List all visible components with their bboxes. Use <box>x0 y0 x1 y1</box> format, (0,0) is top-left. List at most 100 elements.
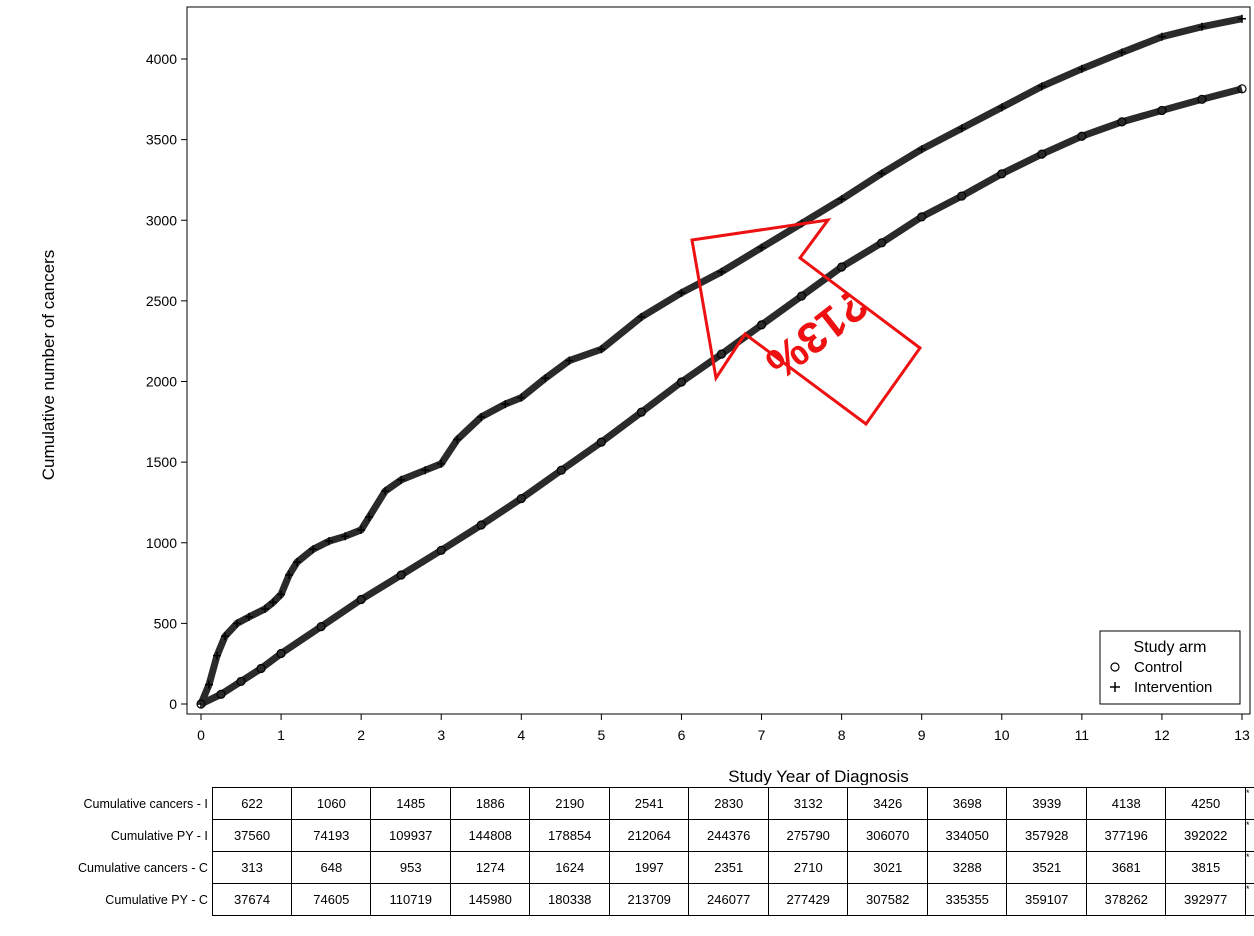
table-cell: 2190 <box>529 787 610 820</box>
table-cell: 4138 <box>1085 787 1167 820</box>
data-point <box>216 689 226 699</box>
data-point <box>877 238 887 248</box>
data-point <box>516 493 526 504</box>
y-tick-label: 4000 <box>146 51 177 67</box>
table-cell: 3681 <box>1085 851 1167 884</box>
data-point <box>436 545 446 555</box>
data-point <box>636 407 647 417</box>
table-cell: 277429 <box>767 883 849 916</box>
data-point <box>597 345 606 354</box>
table-cell: 1060 <box>291 787 372 820</box>
y-tick-label: 1000 <box>146 535 177 551</box>
cumulative-cancers-chart: 0 1 2 3 4 5 6 7 8 9 10 11 12 130500100015002000250030… <box>39 6 1251 785</box>
row-label: Cumulative cancers - I <box>83 796 208 811</box>
table-cell: 1886 <box>449 787 531 820</box>
table-cell: 3288 <box>926 851 1008 884</box>
data-point <box>397 475 406 484</box>
x-tick-label: 0 <box>197 727 205 743</box>
table-cell: 109937 <box>370 819 451 852</box>
counts-table: Cumulative cancers - I 622 1060 1485 1886 219… <box>0 787 1254 916</box>
data-point <box>501 400 510 409</box>
data-point <box>757 243 766 252</box>
data-point <box>276 648 286 659</box>
table-cell: 2351 <box>688 851 769 884</box>
decrease-arrow <box>690 217 923 427</box>
data-point <box>476 520 486 530</box>
data-point <box>245 612 254 621</box>
table-cell: 334050 <box>926 819 1008 852</box>
x-tick-label: 2 <box>357 727 365 743</box>
x-tick-label: 3 <box>437 727 445 743</box>
data-point <box>716 349 727 359</box>
table-cell: 144808 <box>449 819 531 852</box>
y-tick-label: 3500 <box>146 132 177 148</box>
table-cell: 110719 <box>370 883 451 916</box>
table-cell: 357928 <box>1006 819 1087 852</box>
table-cell: 1485 <box>370 787 451 820</box>
data-point <box>1238 14 1246 23</box>
x-tick-label: 6 <box>678 727 686 743</box>
x-tick-label: 11 <box>1075 727 1090 743</box>
x-tick-label: 9 <box>918 727 926 743</box>
x-tick-label: 8 <box>838 727 846 743</box>
table-cell: 178854 <box>529 819 610 852</box>
data-point <box>1197 94 1207 104</box>
table-cell: 213709 <box>608 883 690 916</box>
table-cell: 313 <box>211 851 293 884</box>
data-point <box>233 619 242 628</box>
chart-annotation: ?13% <box>690 217 923 427</box>
data-point <box>437 459 446 468</box>
y-tick-label: 500 <box>154 615 178 631</box>
data-point <box>356 594 366 605</box>
data-point <box>957 191 967 201</box>
table-star-cell: * <box>1245 851 1254 884</box>
data-point <box>221 632 230 641</box>
data-point <box>285 571 294 579</box>
data-point <box>1197 22 1206 31</box>
table-cell: 212064 <box>608 819 690 852</box>
data-point <box>676 377 687 387</box>
row-label: Cumulative PY - I <box>110 828 208 843</box>
table-cell: 275790 <box>767 819 849 852</box>
table-cell: 37674 <box>211 883 293 916</box>
table-cell: 648 <box>291 851 372 884</box>
table-cell: 307582 <box>847 883 928 916</box>
data-point <box>1117 48 1126 57</box>
data-point <box>1157 105 1167 116</box>
table-cell: 1997 <box>608 851 690 884</box>
legend-box <box>1099 630 1241 705</box>
y-tick-label: 2500 <box>146 293 177 309</box>
data-point <box>365 512 374 521</box>
x-tick-label: 1 <box>277 727 285 743</box>
row-label: Cumulative cancers - C <box>77 860 208 875</box>
table-cell: 74193 <box>291 819 372 852</box>
data-point <box>316 621 326 632</box>
data-point <box>717 267 726 276</box>
table-cell: 359107 <box>1006 883 1087 916</box>
data-point <box>236 676 246 687</box>
chart-axes: 0 1 2 3 4 5 6 7 8 9 10 11 12 130500100015002000250030… <box>39 6 1251 785</box>
table-cell: 3698 <box>926 787 1008 820</box>
x-axis-title: Study Year of Diagnosis <box>728 767 909 785</box>
data-point <box>837 195 846 204</box>
legend-title: Study arm <box>1134 639 1207 656</box>
plus-marker-icon <box>1110 682 1120 692</box>
table-cell: 3426 <box>847 787 928 820</box>
data-point <box>205 680 214 689</box>
data-point <box>477 412 486 421</box>
data-point <box>293 558 302 567</box>
table-cell: 392977 <box>1165 883 1246 916</box>
row-label: Cumulative PY - C <box>105 892 208 907</box>
data-point <box>637 313 646 321</box>
data-point <box>837 262 847 272</box>
data-point <box>796 291 807 301</box>
table-cell: 246077 <box>688 883 769 916</box>
chart-series <box>196 14 1247 709</box>
data-point <box>325 537 334 546</box>
data-point <box>269 598 278 607</box>
data-point <box>341 532 350 541</box>
x-tick-label: 10 <box>994 727 1010 743</box>
legend-item-label: Control <box>1134 659 1182 676</box>
table-row: Cumulative cancers - C 313 648 953 1274 1624 1… <box>0 851 1254 884</box>
table-row: Cumulative PY - C 37674 74605 110719 145980 1… <box>0 883 1254 916</box>
